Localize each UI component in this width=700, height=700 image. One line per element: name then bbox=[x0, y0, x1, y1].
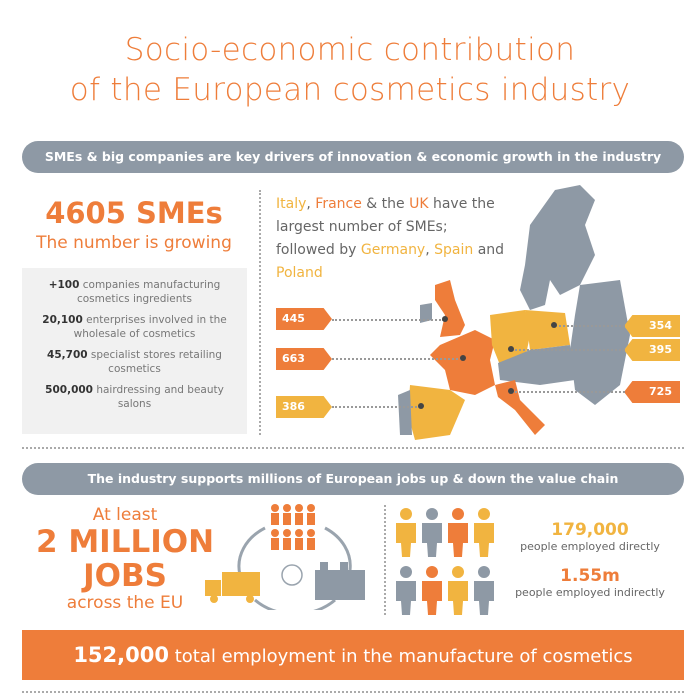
workers-icon bbox=[271, 504, 315, 550]
page-title: Socio-economic contribution of the Europe… bbox=[0, 30, 700, 110]
section-banner-smes: SMEs & big companies are key drivers of … bbox=[22, 141, 684, 173]
label-germany: 395 bbox=[624, 339, 680, 361]
country-france: France bbox=[315, 196, 362, 212]
marker-dot bbox=[508, 388, 514, 394]
leader-line bbox=[332, 406, 420, 408]
fact-value: +100 bbox=[48, 279, 80, 291]
person-icon bbox=[474, 508, 494, 557]
cycle-arrow-icon bbox=[237, 526, 352, 610]
map-france bbox=[430, 330, 495, 395]
fact-item: +100 companies manufacturing cosmetics i… bbox=[28, 278, 241, 306]
person-icon bbox=[396, 566, 416, 615]
leader-line bbox=[512, 391, 625, 393]
section-banner-jobs: The industry supports millions of Europe… bbox=[22, 463, 684, 495]
jobs-line: At least bbox=[92, 505, 158, 525]
refresh-icon bbox=[281, 564, 303, 586]
fact-item: 500,000 hairdressing and beauty salons bbox=[28, 383, 241, 411]
people-icons bbox=[396, 508, 494, 615]
map-central bbox=[498, 345, 575, 385]
factory-icon bbox=[315, 562, 365, 600]
person-icon bbox=[474, 566, 494, 615]
country-uk: UK bbox=[409, 196, 429, 212]
truck-icon bbox=[205, 572, 260, 603]
stat-label: people employed indirectly bbox=[515, 586, 665, 599]
text: have the largest number of SMEs; followe… bbox=[276, 196, 495, 258]
divider bbox=[22, 447, 684, 449]
total-employment-banner: 152,000 total employment in the manufact… bbox=[22, 630, 684, 680]
europe-map bbox=[398, 185, 630, 440]
sme-count: 4605 SMEs bbox=[45, 196, 223, 230]
fact-text: hairdressing and beauty salons bbox=[92, 384, 224, 410]
divider bbox=[259, 190, 261, 435]
stat-value: 1.55m bbox=[560, 566, 620, 586]
marker-dot bbox=[508, 346, 514, 352]
text: , bbox=[306, 196, 316, 212]
text: and bbox=[473, 242, 505, 258]
jobs-line: across the EU bbox=[66, 593, 184, 613]
value-chain-graphic bbox=[205, 504, 365, 610]
title-line: Socio-economic contribution bbox=[124, 32, 576, 68]
label-poland: 354 bbox=[624, 315, 680, 337]
divider bbox=[22, 691, 684, 693]
map-portugal bbox=[398, 390, 412, 435]
fact-value: 20,100 bbox=[42, 314, 83, 326]
stat-label: people employed directly bbox=[520, 540, 660, 553]
total-value: 152,000 bbox=[73, 643, 169, 667]
map-uk bbox=[435, 280, 465, 337]
person-icon bbox=[448, 508, 468, 557]
jobs-line: JOBS bbox=[83, 558, 167, 594]
marker-dot bbox=[460, 355, 466, 361]
jobs-line: 2 MILLION bbox=[35, 524, 215, 560]
leader-line bbox=[332, 319, 444, 321]
sme-subtitle: The number is growing bbox=[36, 233, 232, 253]
jobs-headline: At least 2 MILLION JOBS across the EU bbox=[20, 505, 230, 613]
map-spain bbox=[408, 385, 465, 440]
country-germany: Germany bbox=[360, 242, 426, 258]
leader-line bbox=[332, 358, 462, 360]
map-east bbox=[570, 280, 630, 405]
fact-value: 45,700 bbox=[47, 349, 88, 361]
leader-line bbox=[555, 325, 625, 327]
map-scandinavia bbox=[520, 185, 595, 310]
country-spain: Spain bbox=[434, 242, 474, 258]
fact-item: 20,100 enterprises involved in the whole… bbox=[28, 313, 241, 341]
map-italy bbox=[495, 380, 545, 435]
divider bbox=[384, 505, 386, 615]
stat-value: 179,000 bbox=[551, 520, 629, 540]
country-poland: Poland bbox=[276, 265, 323, 281]
map-description: Italy, France & the UK have the largest … bbox=[276, 193, 506, 285]
fact-value: 500,000 bbox=[45, 384, 93, 396]
person-icon bbox=[448, 566, 468, 615]
label-italy: 725 bbox=[624, 381, 680, 403]
marker-dot bbox=[551, 322, 557, 328]
title-line: of the European cosmetics industry bbox=[69, 72, 631, 108]
person-icon bbox=[396, 508, 416, 557]
fact-item: 45,700 specialist stores retailing cosme… bbox=[28, 348, 241, 376]
stat-direct: 179,000 people employed directly bbox=[490, 520, 690, 553]
fact-text: companies manufacturing cosmetics ingred… bbox=[76, 279, 221, 305]
text: & the bbox=[361, 196, 410, 212]
map-poland bbox=[525, 310, 570, 350]
person-icon bbox=[422, 508, 442, 557]
leader-line bbox=[512, 349, 625, 351]
total-text: total employment in the manufacture of c… bbox=[168, 646, 633, 667]
label-france: 663 bbox=[276, 348, 332, 370]
person-icon bbox=[422, 566, 442, 615]
fact-text: specialist stores retailing cosmetics bbox=[87, 349, 222, 375]
marker-dot bbox=[442, 316, 448, 322]
map-ireland bbox=[420, 303, 432, 323]
country-italy: Italy bbox=[276, 196, 307, 212]
stat-indirect: 1.55m people employed indirectly bbox=[490, 566, 690, 599]
label-spain: 386 bbox=[276, 396, 332, 418]
facts-box: +100 companies manufacturing cosmetics i… bbox=[22, 268, 247, 434]
map-germany bbox=[490, 310, 530, 365]
marker-dot bbox=[418, 403, 424, 409]
text: , bbox=[425, 242, 435, 258]
fact-text: enterprises involved in the wholesale of… bbox=[73, 314, 227, 340]
label-uk: 445 bbox=[276, 308, 332, 330]
